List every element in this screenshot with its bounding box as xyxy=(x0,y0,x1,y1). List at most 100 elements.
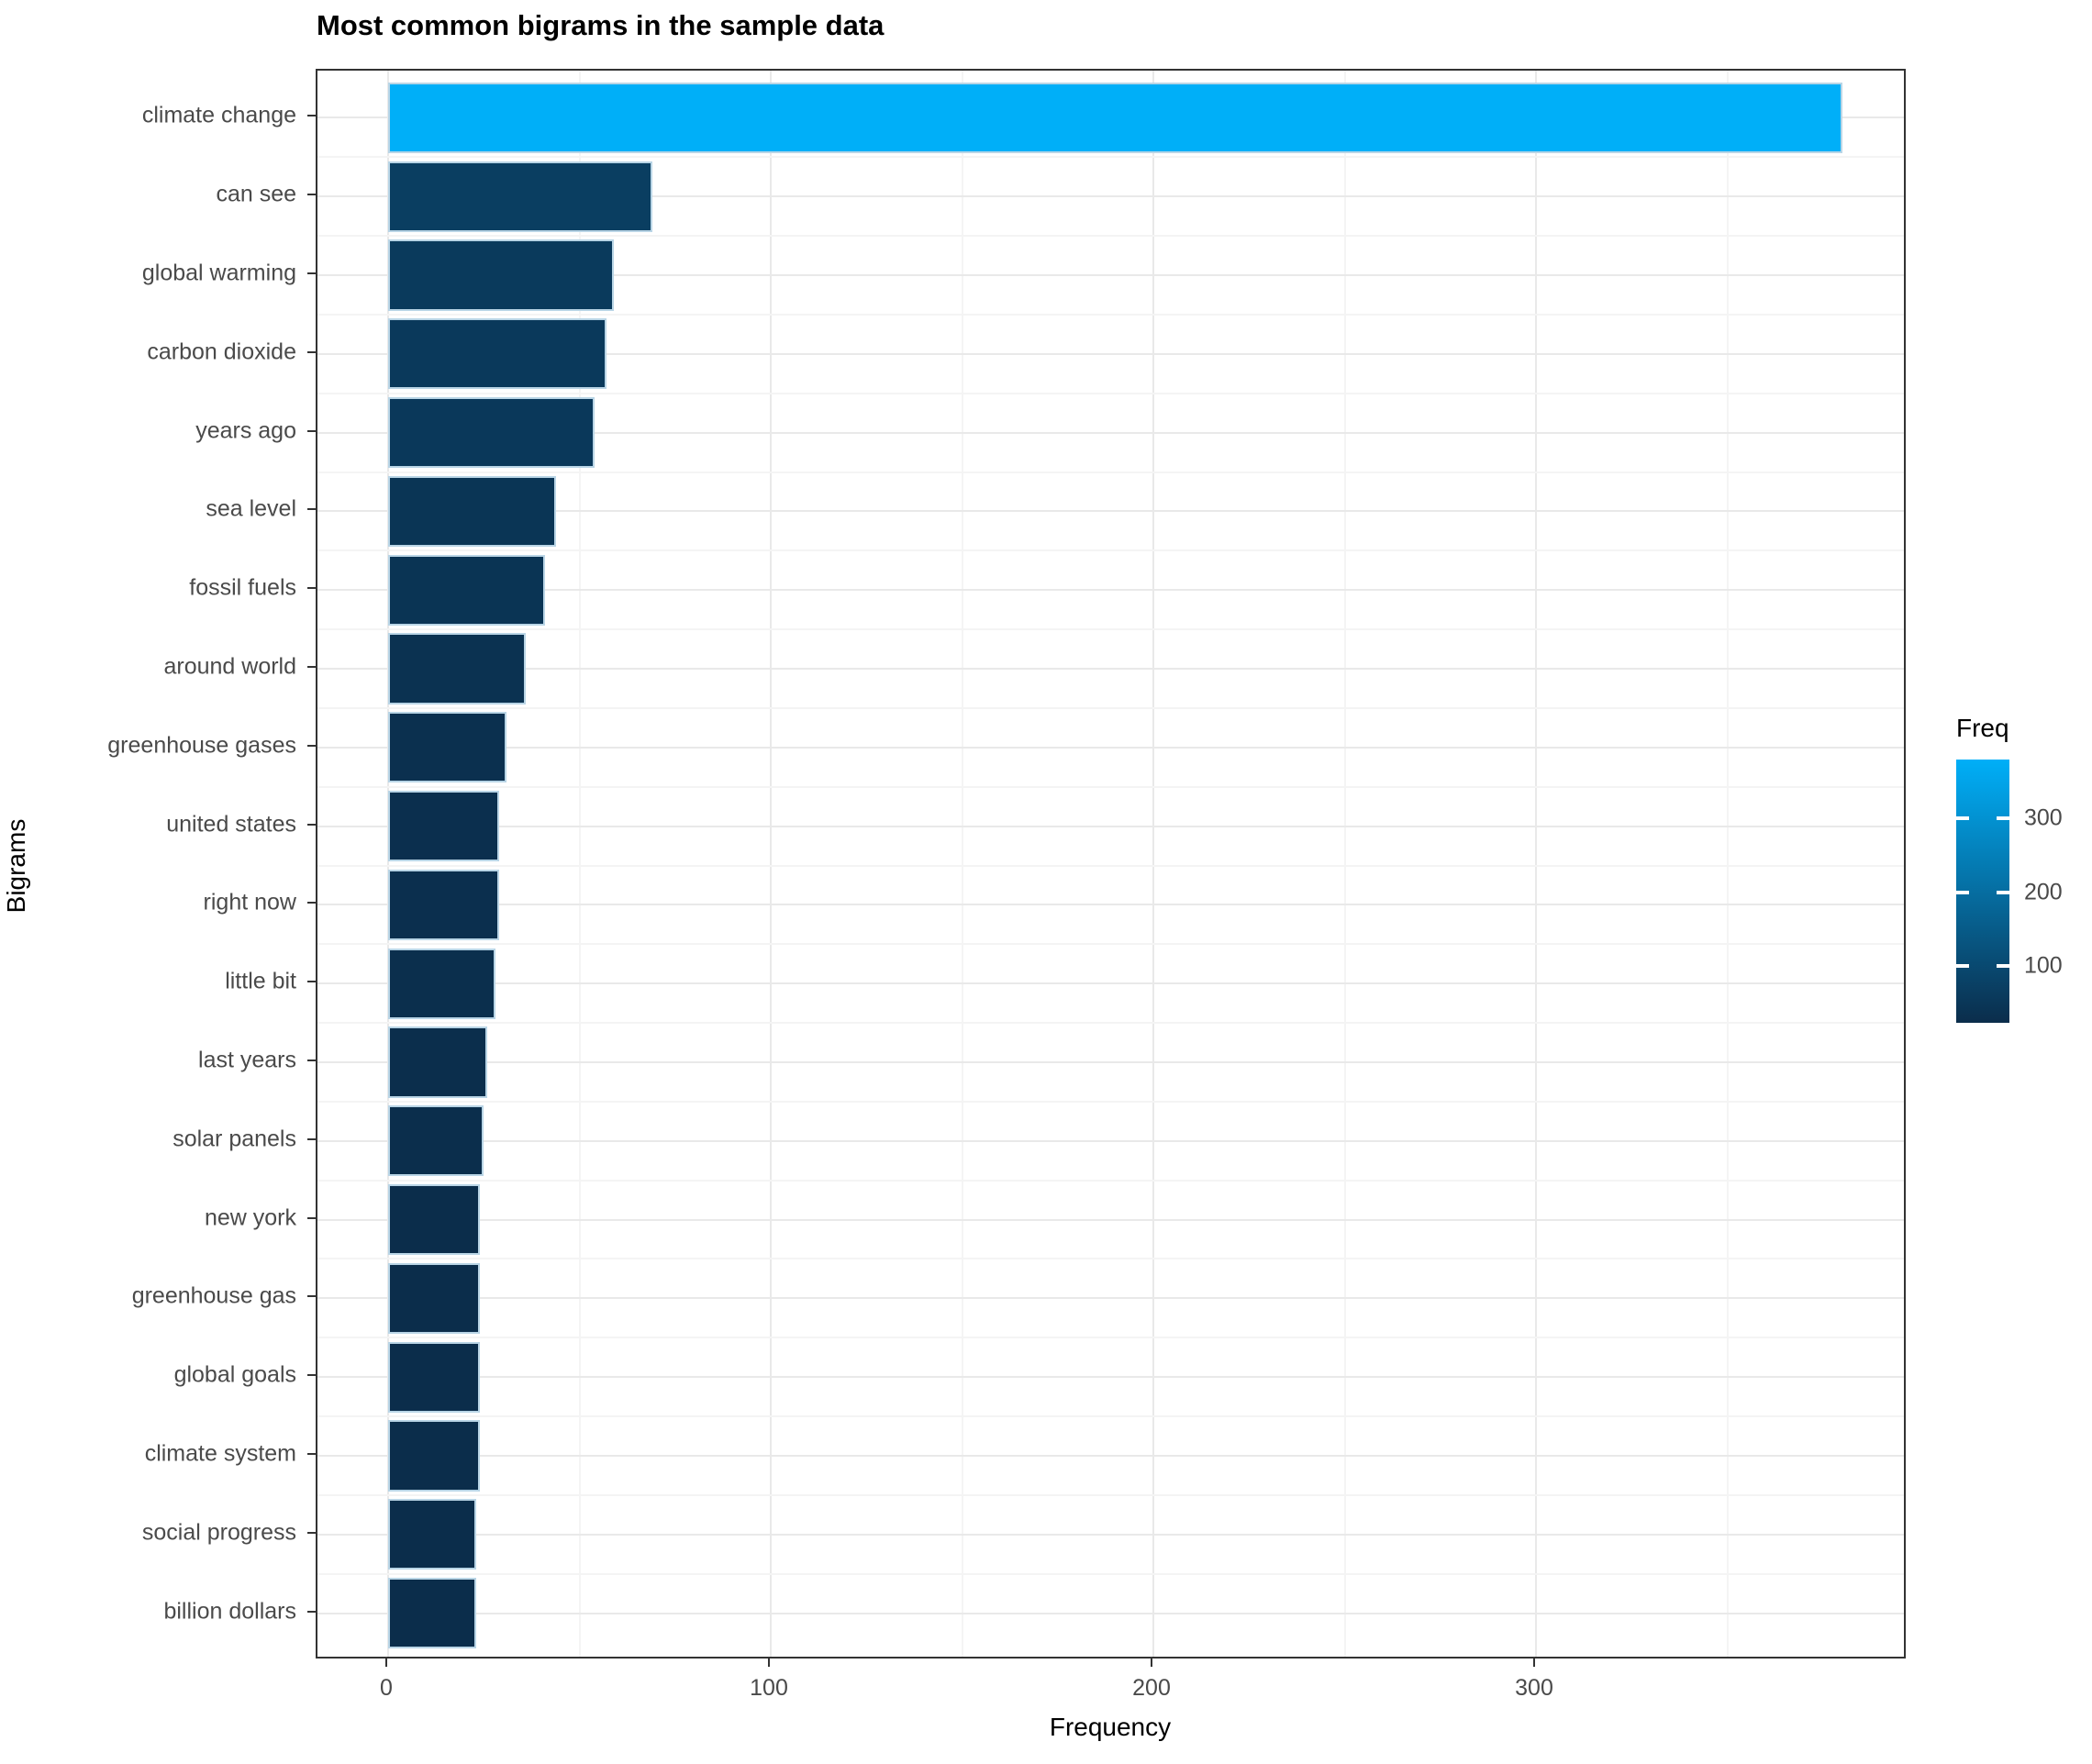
y-tick-label: billion dollars xyxy=(163,1598,296,1625)
bar xyxy=(388,82,1842,154)
gridline-major-horizontal xyxy=(317,1533,1904,1536)
gridline-minor-horizontal xyxy=(317,943,1904,946)
y-tick-mark xyxy=(307,587,316,590)
y-tick-label: greenhouse gases xyxy=(107,732,296,759)
gridline-minor-horizontal xyxy=(317,1022,1904,1025)
gridline-minor-horizontal xyxy=(317,1493,1904,1496)
bar xyxy=(388,869,499,940)
legend-colorbar xyxy=(1956,760,2009,1023)
gridline-minor-horizontal xyxy=(317,864,1904,867)
x-tick-label: 200 xyxy=(1132,1675,1171,1701)
y-tick-mark xyxy=(307,981,316,983)
gridline-major-vertical xyxy=(1152,71,1154,1657)
gridline-minor-horizontal xyxy=(317,549,1904,552)
legend-title: Freq xyxy=(1956,714,2009,742)
legend-tick-notch xyxy=(1956,964,1969,969)
gridline-minor-horizontal xyxy=(317,313,1904,316)
gridline-minor-horizontal xyxy=(317,392,1904,394)
gridline-minor-vertical xyxy=(1343,71,1346,1657)
gridline-minor-horizontal xyxy=(317,471,1904,473)
y-tick-label: years ago xyxy=(195,417,296,444)
gridline-minor-horizontal xyxy=(317,1415,1904,1418)
x-tick-mark xyxy=(385,1659,387,1667)
gridline-minor-horizontal xyxy=(317,1258,1904,1260)
y-tick-label: carbon dioxide xyxy=(147,338,296,365)
y-tick-label: global goals xyxy=(173,1361,296,1388)
gridline-minor-horizontal xyxy=(317,628,1904,631)
legend-tick-label: 100 xyxy=(2024,952,2063,979)
gridline-minor-horizontal xyxy=(317,1337,1904,1339)
bar xyxy=(388,239,615,311)
gridline-major-horizontal xyxy=(317,1612,1904,1614)
y-tick-mark xyxy=(307,1137,316,1140)
gridline-major-horizontal xyxy=(317,195,1904,198)
y-tick-label: united states xyxy=(166,811,296,838)
y-tick-mark xyxy=(307,1059,316,1061)
gridline-major-horizontal xyxy=(317,904,1904,906)
y-tick-mark xyxy=(307,1374,316,1377)
x-tick-label: 0 xyxy=(380,1675,393,1701)
legend-tick-label: 300 xyxy=(2024,804,2063,831)
legend-tick-notch xyxy=(1997,890,2009,894)
y-tick-mark xyxy=(307,429,316,432)
gridline-major-horizontal xyxy=(317,589,1904,592)
legend-tick-notch xyxy=(1997,964,2009,969)
y-tick-mark xyxy=(307,115,316,117)
gridline-minor-horizontal xyxy=(317,785,1904,788)
gridline-major-horizontal xyxy=(317,510,1904,513)
bar xyxy=(388,1026,488,1098)
bar xyxy=(388,1577,476,1649)
bar xyxy=(388,948,495,1019)
legend-tick-label: 200 xyxy=(2024,879,2063,905)
gridline-major-horizontal xyxy=(317,1454,1904,1457)
y-tick-mark xyxy=(307,1610,316,1613)
bar xyxy=(388,1105,484,1177)
gridline-major-vertical xyxy=(770,71,772,1657)
gridline-major-horizontal xyxy=(317,746,1904,749)
x-tick-label: 300 xyxy=(1515,1675,1553,1701)
legend-tick-notch xyxy=(1997,816,2009,821)
y-tick-label: last years xyxy=(198,1047,296,1073)
y-tick-mark xyxy=(307,744,316,747)
x-tick-mark xyxy=(1533,1659,1535,1667)
bar xyxy=(388,397,595,469)
bar xyxy=(388,633,527,704)
gridline-minor-horizontal xyxy=(317,235,1904,238)
gridline-minor-vertical xyxy=(578,71,581,1657)
x-tick-label: 100 xyxy=(750,1675,788,1701)
bar xyxy=(388,1420,481,1492)
y-tick-mark xyxy=(307,666,316,669)
y-tick-mark xyxy=(307,350,316,353)
gridline-major-horizontal xyxy=(317,431,1904,434)
y-tick-mark xyxy=(307,1531,316,1534)
y-tick-label: right now xyxy=(203,889,296,915)
bar xyxy=(388,1262,481,1334)
gridline-minor-horizontal xyxy=(317,1572,1904,1575)
y-tick-mark xyxy=(307,1295,316,1298)
y-tick-mark xyxy=(307,194,316,196)
y-tick-mark xyxy=(307,272,316,275)
gridline-major-horizontal xyxy=(317,1218,1904,1221)
y-tick-mark xyxy=(307,508,316,511)
bar xyxy=(388,1341,481,1413)
y-tick-label: social progress xyxy=(141,1519,296,1546)
gridline-minor-vertical xyxy=(961,71,963,1657)
gridline-major-vertical xyxy=(387,71,389,1657)
gridline-major-horizontal xyxy=(317,1297,1904,1300)
y-tick-mark xyxy=(307,1452,316,1455)
y-tick-mark xyxy=(307,1216,316,1219)
legend-tick-notch xyxy=(1956,816,1969,821)
x-tick-mark xyxy=(1151,1659,1152,1667)
bar xyxy=(388,790,499,862)
gridline-major-horizontal xyxy=(317,352,1904,355)
bar xyxy=(388,1499,476,1570)
bar xyxy=(388,1183,481,1256)
chart-title: Most common bigrams in the sample data xyxy=(317,9,885,41)
y-tick-label: global warming xyxy=(141,260,296,286)
gridline-minor-horizontal xyxy=(317,156,1904,159)
y-tick-label: little bit xyxy=(225,968,296,994)
x-tick-mark xyxy=(768,1659,770,1667)
gridline-major-horizontal xyxy=(317,1376,1904,1379)
y-tick-label: around world xyxy=(163,653,296,680)
gridline-major-horizontal xyxy=(317,1139,1904,1142)
